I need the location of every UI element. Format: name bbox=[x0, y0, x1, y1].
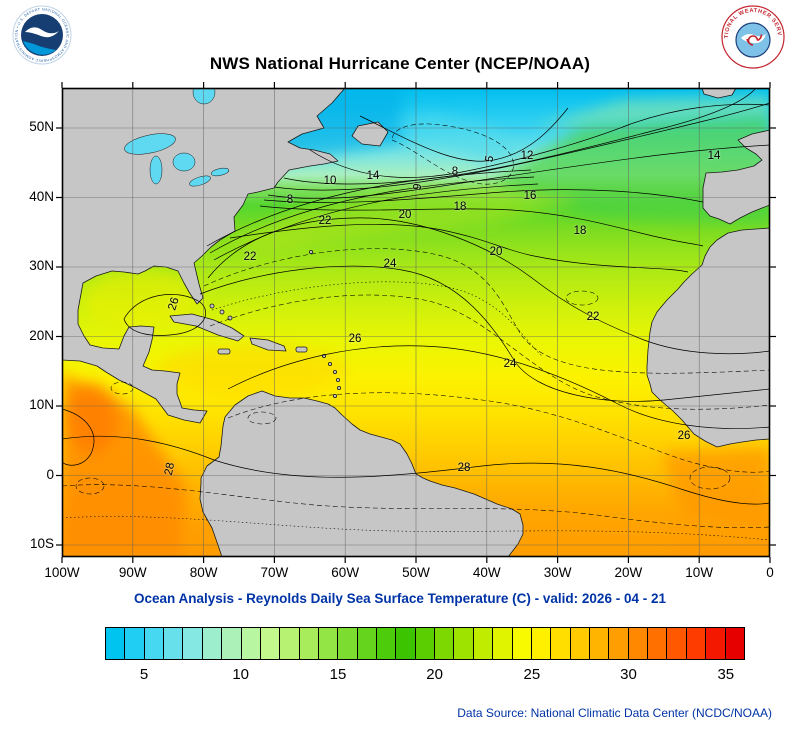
great-lakes bbox=[124, 88, 230, 187]
noaa-gull-icon bbox=[25, 27, 59, 38]
lat-tick-label: 10N bbox=[29, 397, 54, 412]
colorbar-segment bbox=[164, 628, 184, 659]
colorbar-segment bbox=[686, 628, 707, 659]
colorbar-segment bbox=[454, 628, 474, 659]
colorbar-segment bbox=[183, 628, 203, 659]
data-source: Data Source: National Climatic Data Cent… bbox=[457, 706, 772, 720]
sst-patches bbox=[62, 88, 770, 557]
land-jamaica bbox=[217, 348, 231, 355]
map-caption: Ocean Analysis - Reynolds Daily Sea Surf… bbox=[134, 591, 666, 606]
colorbar-segment bbox=[628, 628, 649, 659]
colorbar-segment bbox=[260, 628, 281, 659]
land-britain bbox=[701, 88, 737, 99]
gridlines bbox=[62, 88, 770, 557]
noaa-logo: NATIONAL OCEANIC AND ATMOSPHERIC ADMINIS… bbox=[10, 2, 72, 65]
colorbar-segment bbox=[551, 628, 571, 659]
land-hispaniola bbox=[249, 337, 287, 352]
lon-tick-label: 60W bbox=[331, 565, 360, 580]
colorbar-segment bbox=[338, 628, 358, 659]
colorbar-tick-label: 30 bbox=[620, 666, 637, 683]
colorbar-segment bbox=[706, 628, 726, 659]
colorbar-tick-label: 20 bbox=[426, 666, 443, 683]
lon-tick-label: 0 bbox=[766, 565, 774, 580]
colorbar-tick-label: 5 bbox=[139, 666, 149, 683]
lat-tick-label: 40N bbox=[29, 188, 54, 204]
lat-tick-label: 50N bbox=[29, 119, 54, 134]
colorbar-segment bbox=[202, 628, 223, 659]
colorbar-ticks: 5 10 15 20 25 30 35 bbox=[105, 666, 745, 686]
noaa-emblem: NATIONAL OCEANIC AND ATMOSPHERIC ADMINIS… bbox=[10, 2, 72, 65]
lon-tick-label: 30W bbox=[543, 565, 572, 580]
colorbar-tick-label: 15 bbox=[329, 666, 347, 683]
colorbar-segment bbox=[473, 628, 494, 659]
colorbar bbox=[105, 627, 745, 660]
colorbar-segment bbox=[357, 628, 378, 659]
colorbar-segment bbox=[493, 628, 513, 659]
nws-hurricane-icon bbox=[746, 34, 763, 46]
colorbar-segment bbox=[222, 628, 242, 659]
colorbar-segment bbox=[415, 628, 436, 659]
land-cuba bbox=[169, 313, 245, 342]
colorbar-segment bbox=[531, 628, 552, 659]
sst-map bbox=[56, 82, 776, 563]
colorbar-segment bbox=[725, 628, 744, 659]
lon-tick-label: 90W bbox=[118, 565, 147, 580]
noaa-ocean-swirl bbox=[23, 41, 56, 55]
lon-tick-label: 70W bbox=[260, 565, 289, 580]
colorbar-segment bbox=[435, 628, 455, 659]
lat-tick-label: 30N bbox=[29, 258, 54, 273]
lat-tick-label: 20N bbox=[29, 327, 54, 343]
colorbar-segment bbox=[512, 628, 532, 659]
lon-tick-label: 50W bbox=[402, 565, 430, 580]
colorbar-segment bbox=[125, 628, 145, 659]
colorbar-tick-label: 10 bbox=[232, 666, 250, 683]
sst-map-svg bbox=[56, 82, 776, 563]
lon-tick-label: 40W bbox=[472, 565, 501, 580]
land-iberia-france bbox=[702, 129, 770, 225]
colorbar-tick-label: 25 bbox=[523, 666, 541, 683]
land-puerto-rico bbox=[295, 346, 308, 353]
isotherms-solid bbox=[62, 88, 770, 505]
colorbar-tick-label: 35 bbox=[717, 666, 735, 683]
map-frame-border bbox=[61, 87, 771, 558]
lon-tick-label: 20W bbox=[614, 565, 643, 580]
colorbar-segment bbox=[106, 628, 126, 659]
lon-tick-label: 10W bbox=[685, 565, 714, 580]
page-title: NWS National Hurricane Center (NCEP/NOAA… bbox=[209, 54, 591, 73]
colorbar-segment bbox=[144, 628, 165, 659]
lon-tick-label: 100W bbox=[44, 565, 80, 580]
nws-logo: NATIONAL WEATHER SERVICE bbox=[718, 0, 786, 70]
lat-tick-label: 0 bbox=[46, 466, 54, 482]
colorbar-segment bbox=[377, 628, 397, 659]
colorbar-segment bbox=[589, 628, 610, 659]
land-bermuda bbox=[308, 249, 313, 254]
axis-ticks bbox=[56, 82, 776, 563]
colorbar-segment bbox=[299, 628, 319, 659]
colorbar-segment bbox=[648, 628, 668, 659]
colorbar-segment bbox=[667, 628, 687, 659]
colorbar-segment bbox=[570, 628, 590, 659]
colorbar-segment bbox=[396, 628, 416, 659]
nws-emblem: NATIONAL WEATHER SERVICE bbox=[718, 0, 785, 69]
lon-tick-label: 80W bbox=[189, 565, 218, 580]
colorbar-segment bbox=[241, 628, 261, 659]
isotherms-dashed bbox=[62, 123, 770, 541]
lat-tick-label: 10S bbox=[29, 536, 54, 551]
colorbar-segment bbox=[280, 628, 300, 659]
colorbar-segment bbox=[318, 628, 339, 659]
colorbar-segment bbox=[609, 628, 629, 659]
land-south-america bbox=[199, 390, 524, 557]
